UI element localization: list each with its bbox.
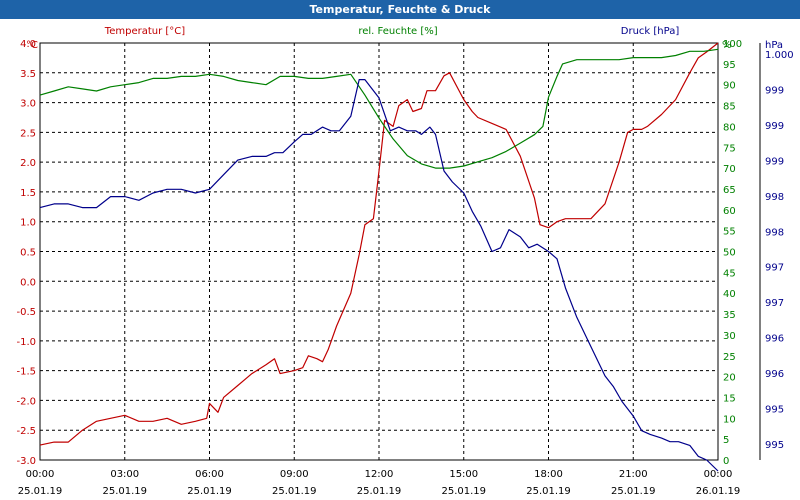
humidity-tick-label: 55 [723, 227, 736, 238]
x-tick-label: 15:00 [449, 469, 478, 480]
pressure-tick-label: 995 [765, 440, 784, 451]
pressure-tick-label: 997 [765, 298, 784, 309]
temperature-tick-label: 2.0 [20, 158, 36, 169]
x-date-label: 25.01.19 [18, 486, 63, 497]
x-tick-label: 06:00 [195, 469, 224, 480]
temperature-tick-label: 0.5 [20, 248, 36, 259]
humidity-tick-label: 85 [723, 102, 736, 113]
humidity-tick-label: 70 [723, 164, 736, 175]
x-date-label: 25.01.19 [102, 486, 147, 497]
chart-canvas: 00:00 25.01.19 03:00 25.01.19 06:00 25.01.19 0… [16, 26, 793, 497]
humidity-tick-label: 40 [723, 289, 736, 300]
x-tick-label: 03:00 [110, 469, 139, 480]
temperature-tick-label: 3.5 [20, 69, 36, 80]
humidity-tick-label: 5 [723, 435, 729, 446]
humidity-series-line [39, 48, 719, 169]
humidity-tick-label: 45 [723, 268, 736, 279]
temperature-tick-label: -1.0 [16, 337, 36, 348]
x-date-label: 25.01.19 [611, 486, 656, 497]
pressure-unit-label: hPa [765, 40, 783, 51]
temperature-tick-label: 1.5 [20, 188, 36, 199]
temperature-tick-label: -2.0 [16, 396, 36, 407]
humidity-tick-label: 100 [723, 39, 742, 50]
x-tick-label: 09:00 [280, 469, 309, 480]
temperature-tick-label: -3.0 [16, 456, 36, 467]
pressure-axis-title: Druck [hPa] [621, 26, 680, 37]
x-date-label: 25.01.19 [187, 486, 232, 497]
grid [40, 42, 718, 461]
x-date-label: 26.01.19 [696, 486, 741, 497]
temperature-tick-label: -1.5 [16, 367, 36, 378]
humidity-tick-label: 35 [723, 310, 736, 321]
humidity-unit-label: % [722, 40, 732, 51]
x-tick-label: 00:00 [704, 469, 733, 480]
pressure-tick-label: 995 [765, 405, 784, 416]
humidity-tick-label: 0 [723, 456, 729, 467]
humidity-tick-label: 95 [723, 60, 736, 71]
x-tick-label: 00:00 [26, 469, 55, 480]
humidity-axis-title: rel. Feuchte [%] [358, 26, 437, 37]
humidity-tick-label: 50 [723, 248, 736, 259]
x-tick-label: 12:00 [365, 469, 394, 480]
pressure-tick-label: 998 [765, 192, 784, 203]
series-layer [39, 42, 719, 472]
humidity-tick-label: 10 [723, 414, 736, 425]
axes: 00:00 25.01.19 03:00 25.01.19 06:00 25.01.19 0… [16, 39, 793, 497]
temperature-tick-label: 1.0 [20, 218, 36, 229]
pressure-tick-label: 1.000 [765, 50, 794, 61]
x-tick-label: 21:00 [619, 469, 648, 480]
pressure-series-line [39, 78, 719, 472]
temperature-series-line [39, 42, 719, 446]
temperature-axis-title: Temperatur [°C] [104, 26, 185, 37]
pressure-tick-label: 998 [765, 227, 784, 238]
x-date-label: 25.01.19 [357, 486, 402, 497]
pressure-tick-label: 999 [765, 121, 784, 132]
title-bar: Temperatur, Feuchte & Druck [0, 0, 800, 19]
humidity-tick-label: 75 [723, 143, 736, 154]
temperature-tick-label: 2.5 [20, 128, 36, 139]
humidity-tick-label: 25 [723, 352, 736, 363]
temperature-tick-label: 0.0 [20, 277, 36, 288]
temperature-tick-label: -2.5 [16, 426, 36, 437]
pressure-tick-label: 996 [765, 369, 784, 380]
x-date-label: 25.01.19 [526, 486, 571, 497]
humidity-tick-label: 65 [723, 185, 736, 196]
pressure-tick-label: 996 [765, 334, 784, 345]
pressure-tick-label: 999 [765, 156, 784, 167]
humidity-tick-label: 30 [723, 331, 736, 342]
humidity-tick-label: 90 [723, 81, 736, 92]
humidity-tick-label: 60 [723, 206, 736, 217]
x-tick-label: 18:00 [534, 469, 563, 480]
pressure-tick-label: 999 [765, 85, 784, 96]
temperature-tick-label: -0.5 [16, 307, 36, 318]
humidity-tick-label: 15 [723, 393, 736, 404]
chart-title: Temperatur, Feuchte & Druck [309, 3, 491, 16]
humidity-tick-label: 20 [723, 373, 736, 384]
x-date-label: 25.01.19 [272, 486, 317, 497]
temperature-tick-label: 3.0 [20, 99, 36, 110]
pressure-tick-label: 997 [765, 263, 784, 274]
x-date-label: 25.01.19 [441, 486, 486, 497]
temperature-unit-label: °C [26, 40, 38, 51]
humidity-tick-label: 80 [723, 122, 736, 133]
temperature-tick-label: 4.0 [20, 39, 36, 50]
